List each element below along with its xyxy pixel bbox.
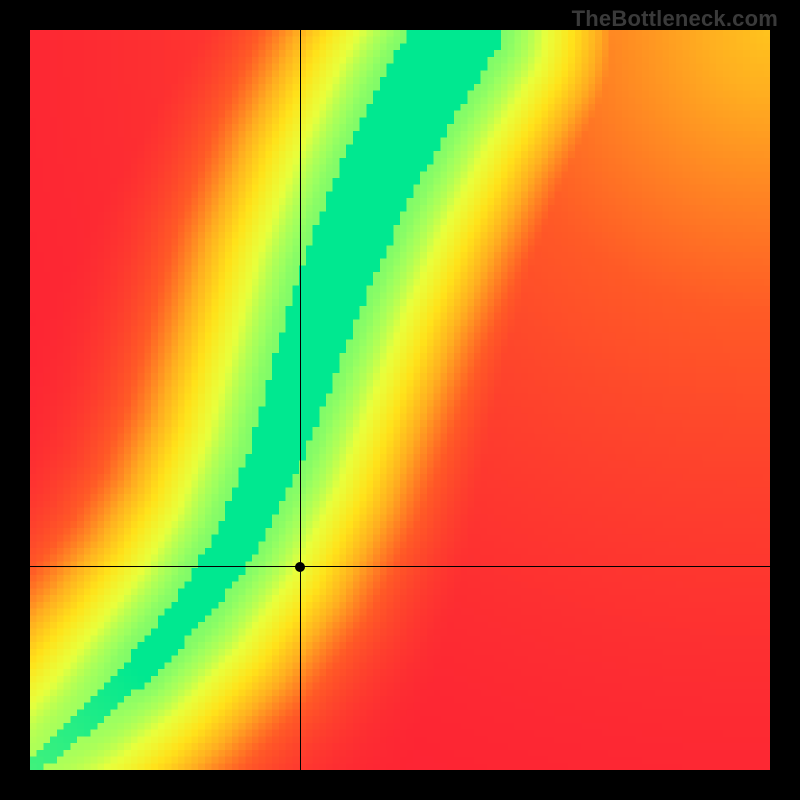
watermark-text: TheBottleneck.com (572, 6, 778, 32)
crosshair-marker-dot (295, 562, 305, 572)
plot-area (30, 30, 770, 770)
heatmap-canvas (30, 30, 770, 770)
crosshair-horizontal (30, 566, 770, 567)
chart-container: TheBottleneck.com (0, 0, 800, 800)
crosshair-vertical (300, 30, 301, 770)
